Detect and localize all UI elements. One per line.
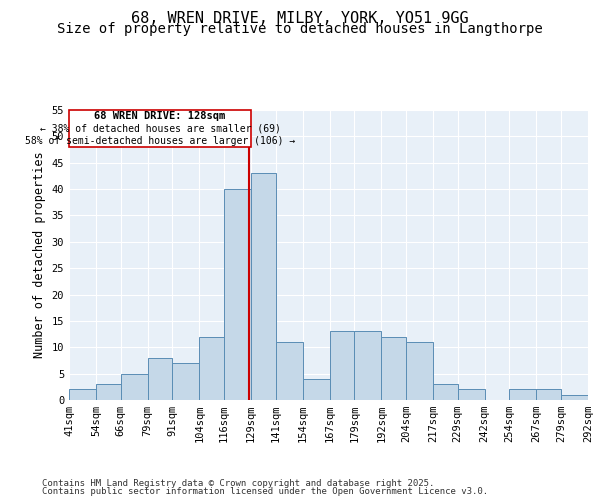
Bar	[536, 390, 561, 400]
Bar	[329, 332, 355, 400]
Bar	[96, 384, 121, 400]
Text: Contains public sector information licensed under the Open Government Licence v3: Contains public sector information licen…	[42, 487, 488, 496]
Bar	[406, 342, 433, 400]
Y-axis label: Number of detached properties: Number of detached properties	[33, 152, 46, 358]
Bar	[199, 336, 224, 400]
Bar	[148, 358, 172, 400]
Bar	[355, 332, 381, 400]
Bar	[224, 189, 251, 400]
Bar	[458, 390, 485, 400]
FancyBboxPatch shape	[69, 110, 251, 147]
Text: Contains HM Land Registry data © Crown copyright and database right 2025.: Contains HM Land Registry data © Crown c…	[42, 478, 434, 488]
Text: 58% of semi-detached houses are larger (106) →: 58% of semi-detached houses are larger (…	[25, 136, 295, 146]
Bar	[276, 342, 302, 400]
Bar	[433, 384, 458, 400]
Text: Size of property relative to detached houses in Langthorpe: Size of property relative to detached ho…	[57, 22, 543, 36]
Bar	[172, 363, 199, 400]
Bar	[381, 336, 406, 400]
Text: 68, WREN DRIVE, MILBY, YORK, YO51 9GG: 68, WREN DRIVE, MILBY, YORK, YO51 9GG	[131, 11, 469, 26]
Bar	[561, 394, 588, 400]
Bar	[69, 390, 96, 400]
Bar	[302, 379, 329, 400]
Bar	[509, 390, 536, 400]
Bar	[251, 174, 276, 400]
Text: ← 38% of detached houses are smaller (69): ← 38% of detached houses are smaller (69…	[40, 124, 280, 134]
Bar	[121, 374, 148, 400]
Text: 68 WREN DRIVE: 128sqm: 68 WREN DRIVE: 128sqm	[94, 111, 226, 121]
